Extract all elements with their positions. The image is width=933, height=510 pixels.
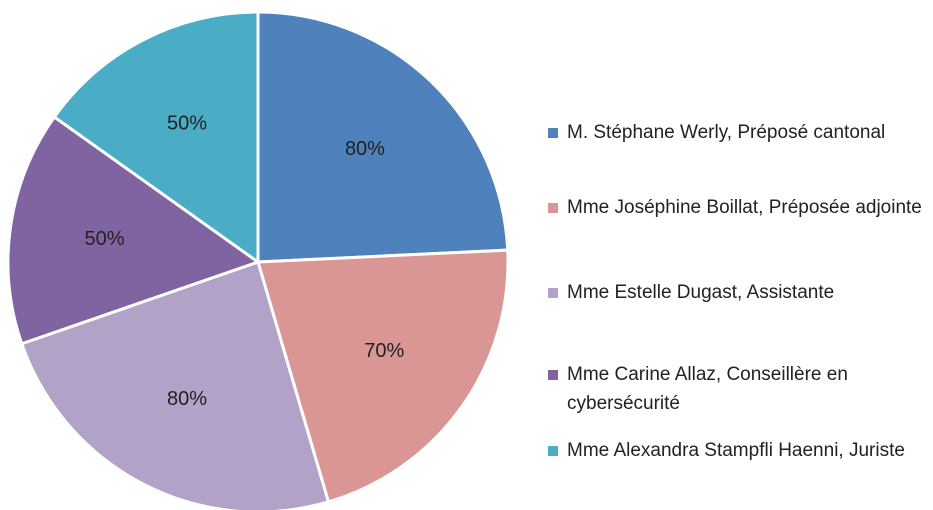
data-label: 80% [345,138,385,160]
legend-label: Mme Carine Allaz, Conseillère en cybersé… [567,364,848,414]
data-label: 50% [85,228,125,250]
pie-slice [256,248,510,504]
legend-label: Mme Alexandra Stampfli Haenni, Juriste [567,440,905,461]
data-label: 50% [167,113,207,135]
legend-swatch [548,203,558,213]
legend-item: Mme Joséphine Boillat, Préposée adjointe [548,193,928,222]
legend-item: Mme Carine Allaz, Conseillère en cybersé… [548,360,928,418]
legend-swatch [548,370,558,380]
legend-item: Mme Estelle Dugast, Assistante [548,278,928,307]
legend-label: M. Stéphane Werly, Préposé cantonal [567,122,886,143]
legend-swatch [548,128,558,138]
legend-label: Mme Joséphine Boillat, Préposée adjointe [567,197,922,218]
data-label: 70% [364,340,404,362]
pie-slice [52,10,260,265]
legend-item: M. Stéphane Werly, Préposé cantonal [548,118,928,147]
data-label: 80% [167,388,207,410]
legend-swatch [548,288,558,298]
pie-area: 80% 70% 80% 50% 50% [6,10,510,510]
legend-label: Mme Estelle Dugast, Assistante [567,282,835,303]
pie-slice [6,114,262,346]
legend-swatch [548,446,558,456]
pie-slice [19,260,331,510]
legend-item: Mme Alexandra Stampfli Haenni, Juriste [548,436,928,465]
pie-slice [256,10,510,264]
